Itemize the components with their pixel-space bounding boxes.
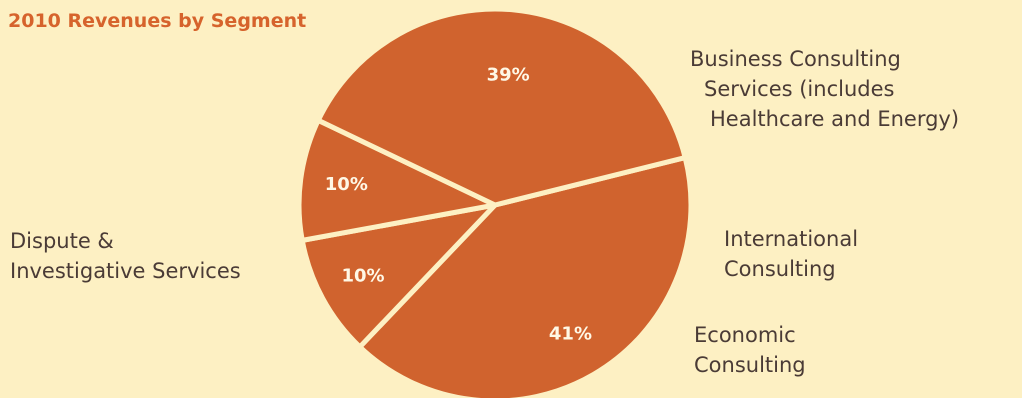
label-line: Business Consulting: [690, 47, 901, 71]
data-label: 10%: [325, 174, 368, 195]
label-line: International: [724, 227, 859, 251]
label-line: Healthcare and Energy): [710, 107, 960, 131]
slice-international-consulting: [299, 202, 498, 350]
slice-business-consulting: [357, 155, 694, 398]
label-line: Consulting: [724, 257, 836, 281]
label-line: Services (includes: [704, 77, 895, 101]
label-line: Dispute &: [10, 229, 114, 253]
data-label: 41%: [549, 324, 592, 345]
label-line: Investigative Services: [10, 259, 241, 283]
data-label: 39%: [487, 65, 530, 86]
label-line: Consulting: [694, 353, 806, 377]
slice-dispute-investigative: [315, 6, 688, 208]
chart-title: 2010 Revenues by Segment: [8, 10, 307, 32]
slice-economic-consulting: [296, 117, 498, 243]
data-label: 10%: [342, 265, 385, 286]
category-label-dispute-investigative: Dispute & Investigative Services: [10, 226, 241, 286]
category-label-business-consulting: Business Consulting Services (includes H…: [690, 44, 959, 134]
category-label-international-consulting: International Consulting: [724, 224, 858, 284]
label-line: Economic: [694, 323, 796, 347]
category-label-economic-consulting: Economic Consulting: [694, 320, 806, 380]
